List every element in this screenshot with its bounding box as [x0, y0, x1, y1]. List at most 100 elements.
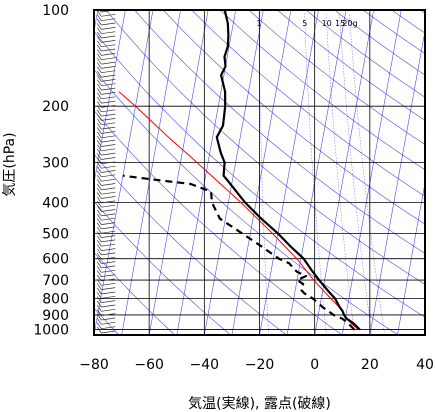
dry-adiabat-line	[94, 153, 287, 335]
wind-barb	[97, 201, 116, 208]
wind-barb	[97, 144, 116, 152]
wind-barb	[97, 162, 116, 169]
wind-barb	[97, 214, 116, 221]
plot-frame	[93, 9, 426, 336]
wind-barb	[97, 292, 116, 299]
x-tick-label: −80	[79, 357, 109, 373]
wind-barb	[97, 209, 116, 217]
wind-barb	[97, 92, 116, 100]
wind-barb	[97, 166, 116, 173]
isotherm-line	[286, 10, 347, 335]
wind-barb	[97, 227, 116, 234]
dry-adiabat-line	[134, 10, 425, 254]
wind-barb	[97, 244, 116, 251]
dry-adiabat-line	[277, 10, 425, 121]
dry-adiabat-lines	[94, 10, 425, 335]
wind-barb	[97, 96, 116, 104]
wind-barb	[97, 10, 116, 17]
wind-barb	[97, 305, 116, 312]
wind-barb	[97, 36, 116, 43]
wind-barb	[97, 127, 116, 134]
isotherm-line	[231, 10, 292, 335]
y-tick-label: 500	[42, 226, 69, 242]
wind-barb	[97, 283, 116, 290]
isotherm-line	[314, 10, 374, 335]
wind-barb	[97, 287, 116, 295]
wind-barb	[97, 313, 116, 321]
wind-barb	[97, 253, 116, 260]
isotherm-line	[148, 10, 209, 335]
isotherm-line	[94, 10, 126, 185]
dry-adiabat-line	[305, 10, 425, 98]
wind-barb	[97, 18, 116, 26]
wind-barb	[97, 75, 116, 82]
wind-barb	[97, 240, 116, 247]
mixing-ratio-label: 5	[302, 19, 307, 28]
wind-barb	[97, 279, 116, 286]
x-axis-label: 気温(実線), 露点(破線)	[188, 396, 331, 412]
parcel-path	[118, 91, 359, 330]
y-tick-label: 900	[42, 308, 69, 324]
wind-barb	[97, 179, 116, 186]
wind-barb	[97, 218, 116, 225]
wind-barb	[97, 114, 116, 121]
temperature-line	[215, 10, 361, 331]
y-axis-label: 気圧(hPa)	[2, 132, 18, 196]
y-tick-label: 200	[42, 99, 69, 115]
wind-barb	[97, 175, 116, 182]
dry-adiabat-line	[94, 30, 425, 318]
wind-barb	[97, 248, 116, 256]
wind-barb	[97, 266, 116, 273]
x-tick-label: −40	[190, 357, 220, 373]
mixing-ratio-label: 1	[256, 19, 261, 28]
dry-adiabat-line	[94, 110, 343, 335]
wind-barb	[97, 235, 116, 243]
data-series	[122, 10, 361, 331]
isotherm-line	[369, 29, 425, 335]
wind-barb	[97, 23, 116, 30]
x-tick-labels: −80 −60 −40 −20 0 20 40	[79, 357, 434, 373]
wind-barb	[97, 66, 116, 74]
wind-barbs	[97, 10, 116, 334]
wind-barb	[97, 192, 116, 199]
y-tick-label: 700	[42, 273, 69, 289]
wind-barb	[97, 14, 116, 22]
wind-barb	[97, 183, 116, 191]
y-tick-label: 100	[42, 3, 69, 19]
wind-barb	[97, 322, 116, 330]
wind-barb	[97, 153, 116, 160]
dry-adiabat-line	[420, 10, 425, 14]
wind-barb	[97, 296, 116, 303]
y-tick-label: 800	[42, 292, 69, 308]
wind-barb	[97, 105, 116, 113]
wind-barb	[97, 70, 116, 78]
wind-barb	[97, 83, 116, 91]
mixing-ratio-label: 20g	[342, 19, 357, 28]
wind-barb	[97, 157, 116, 165]
wind-barb	[97, 49, 116, 56]
wind-barb	[97, 131, 116, 139]
dry-adiabat-line	[94, 252, 176, 335]
wind-barb	[97, 135, 116, 143]
wind-barb	[97, 257, 116, 264]
wind-barb	[97, 44, 116, 52]
wind-barb	[97, 40, 116, 48]
wind-barb	[97, 205, 116, 212]
mixing-ratio-line	[325, 13, 355, 335]
wind-barb	[97, 109, 116, 117]
wind-barb	[97, 79, 116, 87]
wind-barb	[97, 309, 116, 316]
y-tick-label: 1000	[33, 323, 69, 339]
isotherm-line	[121, 10, 181, 335]
wind-barb	[97, 274, 116, 282]
dry-adiabat-line	[94, 200, 231, 335]
wind-barb	[97, 57, 116, 65]
wind-barb	[97, 31, 116, 39]
y-tick-label: 600	[42, 252, 69, 268]
dry-adiabat-line	[191, 10, 425, 197]
x-tick-label: −60	[134, 357, 164, 373]
wind-barb	[97, 118, 116, 126]
